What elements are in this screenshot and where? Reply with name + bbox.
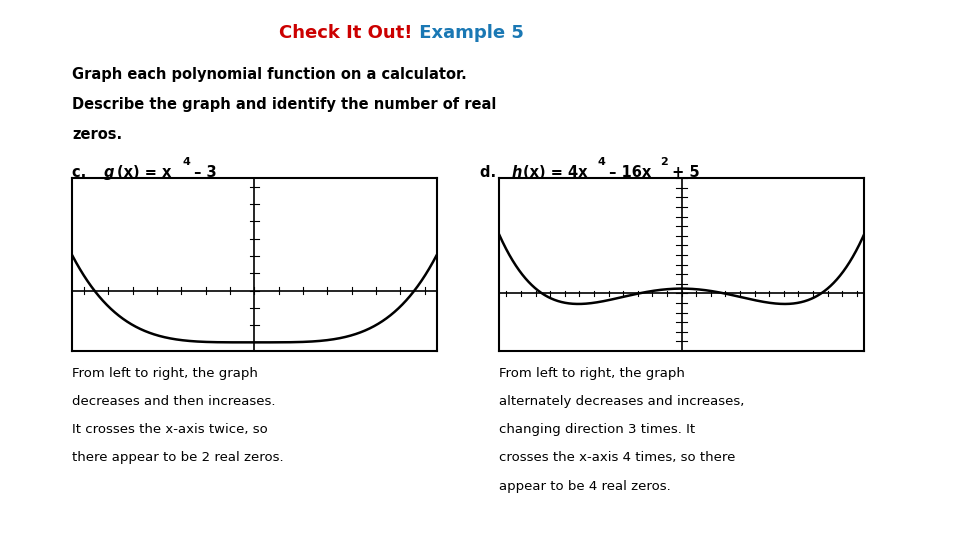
Text: c.: c. bbox=[72, 165, 97, 180]
Text: g: g bbox=[104, 165, 114, 180]
Text: h: h bbox=[512, 165, 522, 180]
Text: changing direction 3 times. It: changing direction 3 times. It bbox=[499, 423, 695, 436]
Text: zeros.: zeros. bbox=[72, 127, 122, 142]
Text: + 5: + 5 bbox=[667, 165, 700, 180]
Text: – 3: – 3 bbox=[189, 165, 217, 180]
Text: Check It Out!: Check It Out! bbox=[279, 24, 413, 42]
Text: – 16x: – 16x bbox=[604, 165, 651, 180]
Text: 2: 2 bbox=[660, 157, 668, 167]
Text: 4: 4 bbox=[597, 157, 605, 167]
Text: decreases and then increases.: decreases and then increases. bbox=[72, 395, 276, 408]
Text: It crosses the x-axis twice, so: It crosses the x-axis twice, so bbox=[72, 423, 268, 436]
Text: alternately decreases and increases,: alternately decreases and increases, bbox=[499, 395, 745, 408]
Text: 4: 4 bbox=[182, 157, 190, 167]
Text: there appear to be 2 real zeros.: there appear to be 2 real zeros. bbox=[72, 451, 283, 464]
Text: appear to be 4 real zeros.: appear to be 4 real zeros. bbox=[499, 480, 671, 492]
Text: Describe the graph and identify the number of real: Describe the graph and identify the numb… bbox=[72, 97, 496, 112]
Text: Example 5: Example 5 bbox=[413, 24, 523, 42]
Text: Graph each polynomial function on a calculator.: Graph each polynomial function on a calc… bbox=[72, 68, 467, 83]
Text: d.: d. bbox=[480, 165, 506, 180]
Text: From left to right, the graph: From left to right, the graph bbox=[499, 367, 685, 380]
Text: From left to right, the graph: From left to right, the graph bbox=[72, 367, 258, 380]
Text: (x) = 4x: (x) = 4x bbox=[523, 165, 588, 180]
Text: crosses the x-axis 4 times, so there: crosses the x-axis 4 times, so there bbox=[499, 451, 735, 464]
Text: (x) = x: (x) = x bbox=[117, 165, 172, 180]
